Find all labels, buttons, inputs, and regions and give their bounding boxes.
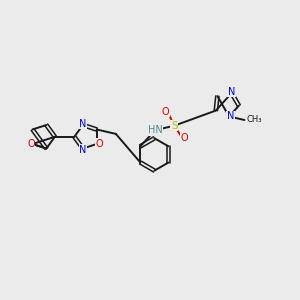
Text: N: N	[79, 145, 87, 155]
Text: N: N	[227, 112, 234, 122]
Text: O: O	[162, 107, 169, 117]
Text: CH₃: CH₃	[247, 116, 262, 124]
Text: O: O	[27, 139, 35, 149]
Text: O: O	[181, 134, 188, 143]
Text: N: N	[79, 118, 87, 128]
Text: S: S	[171, 121, 178, 131]
Text: N: N	[228, 87, 235, 97]
Text: HN: HN	[148, 125, 163, 135]
Text: O: O	[96, 139, 104, 149]
